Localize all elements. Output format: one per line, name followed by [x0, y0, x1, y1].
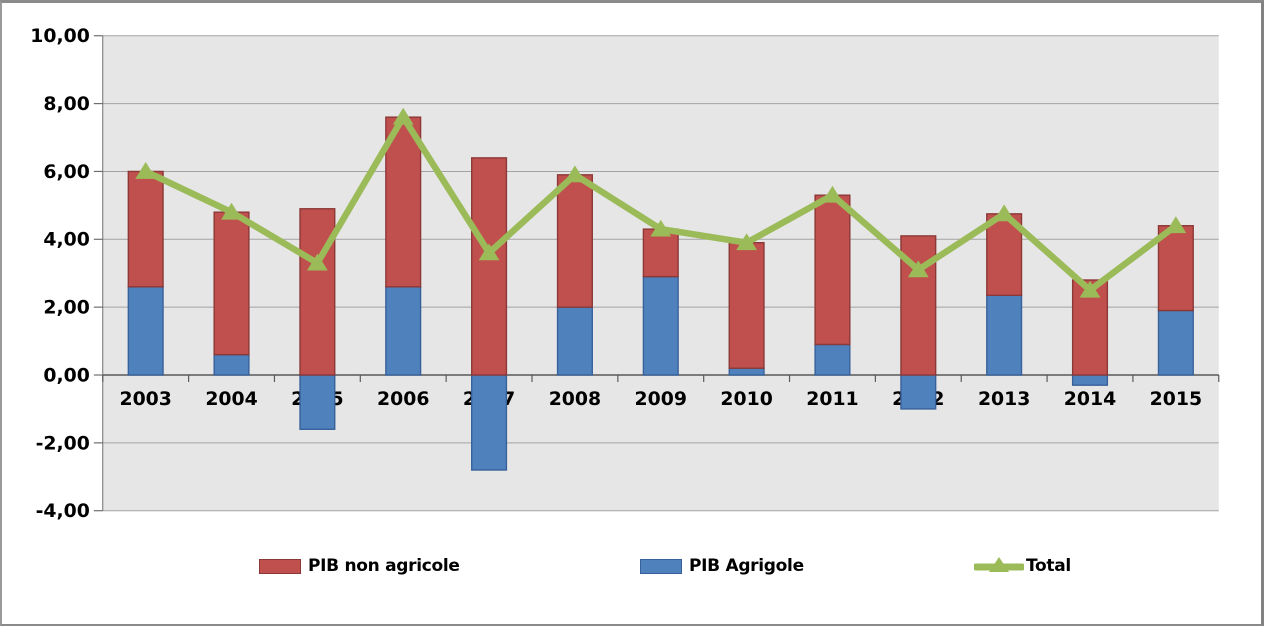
total-marker-triangle-icon: [478, 243, 500, 261]
x-axis-label: 2014: [1064, 389, 1116, 410]
bar-segment: [556, 306, 593, 376]
legend-item-pib-agrigole: PIB Agrigole: [640, 554, 804, 578]
x-axis-label: 2010: [720, 389, 772, 410]
combo-chart: 10,00 8,00 6,00 4,00 2,00 0,00 -2,00 -4,00 2003 2…: [30, 26, 1220, 522]
bar-segment: [814, 343, 851, 376]
y-axis-label: 8,00: [43, 94, 89, 115]
bar-segment: [299, 374, 336, 430]
bar-segment: [814, 194, 851, 346]
y-axis-label: 10,00: [30, 26, 90, 47]
x-axis-label: 2008: [549, 389, 601, 410]
bar-segment: [642, 228, 679, 278]
x-axis-label: 2006: [377, 389, 429, 410]
bar-segment: [556, 174, 593, 308]
y-axis-label: -4,00: [36, 501, 90, 522]
bar-segment: [213, 211, 250, 356]
bar-segment: [728, 241, 765, 369]
total-marker-triangle-icon: [736, 233, 758, 251]
total-marker-triangle-icon: [564, 165, 586, 183]
x-axis-label: 2011: [806, 389, 858, 410]
total-marker-triangle-icon: [1079, 280, 1101, 298]
bar-segment: [299, 208, 336, 376]
legend-label-pib-agrigole: PIB Agrigole: [689, 556, 804, 576]
bar-segment: [127, 286, 164, 376]
bar-segment: [213, 353, 250, 376]
x-axis-label: 2015: [1150, 389, 1202, 410]
bar-segment: [728, 367, 765, 376]
total-marker-triangle-icon: [993, 204, 1015, 222]
total-marker-triangle-icon: [1165, 216, 1187, 234]
x-axis-label: 2013: [978, 389, 1030, 410]
bar-segment: [900, 374, 937, 410]
x-axis-label: 2004: [205, 389, 257, 410]
legend-item-pib-non-agricole: PIB non agricole: [259, 554, 460, 578]
bar-segment: [127, 170, 164, 288]
bar-segment: [986, 294, 1023, 376]
legend-swatch-pib-non-agricole: [259, 558, 301, 574]
bar-segment: [385, 116, 422, 288]
total-marker-triangle-icon: [907, 260, 929, 278]
total-marker-triangle-icon: [221, 202, 242, 220]
y-axis-label: -2,00: [36, 433, 90, 454]
y-axis-label: 0,00: [43, 365, 89, 386]
y-axis-label: 6,00: [43, 162, 89, 183]
y-axis-label: 2,00: [43, 298, 89, 319]
legend-item-total: Total: [974, 554, 1071, 578]
total-marker-triangle-icon: [135, 162, 157, 179]
bar-segment: [471, 374, 508, 471]
x-axis-label: 2009: [635, 389, 687, 410]
bar-segment: [385, 286, 422, 376]
total-marker-triangle-icon: [392, 107, 414, 125]
bar-segment: [642, 275, 679, 376]
legend-swatch-pib-agrigole: [640, 558, 682, 574]
x-axis-label: 2003: [119, 389, 171, 410]
total-marker-triangle-icon: [306, 253, 328, 271]
bar-segment: [1071, 374, 1109, 386]
total-marker-triangle-icon: [822, 185, 843, 203]
bar-segment: [1157, 225, 1194, 312]
legend-label-total: Total: [1026, 556, 1071, 576]
legend-line-triangle-icon: [974, 557, 1024, 572]
y-axis-label: 4,00: [43, 230, 89, 251]
bar-segment: [1157, 309, 1194, 376]
total-marker-triangle-icon: [650, 219, 672, 237]
bar-segment: [471, 157, 508, 376]
legend-label-pib-non-agricole: PIB non agricole: [308, 556, 460, 576]
